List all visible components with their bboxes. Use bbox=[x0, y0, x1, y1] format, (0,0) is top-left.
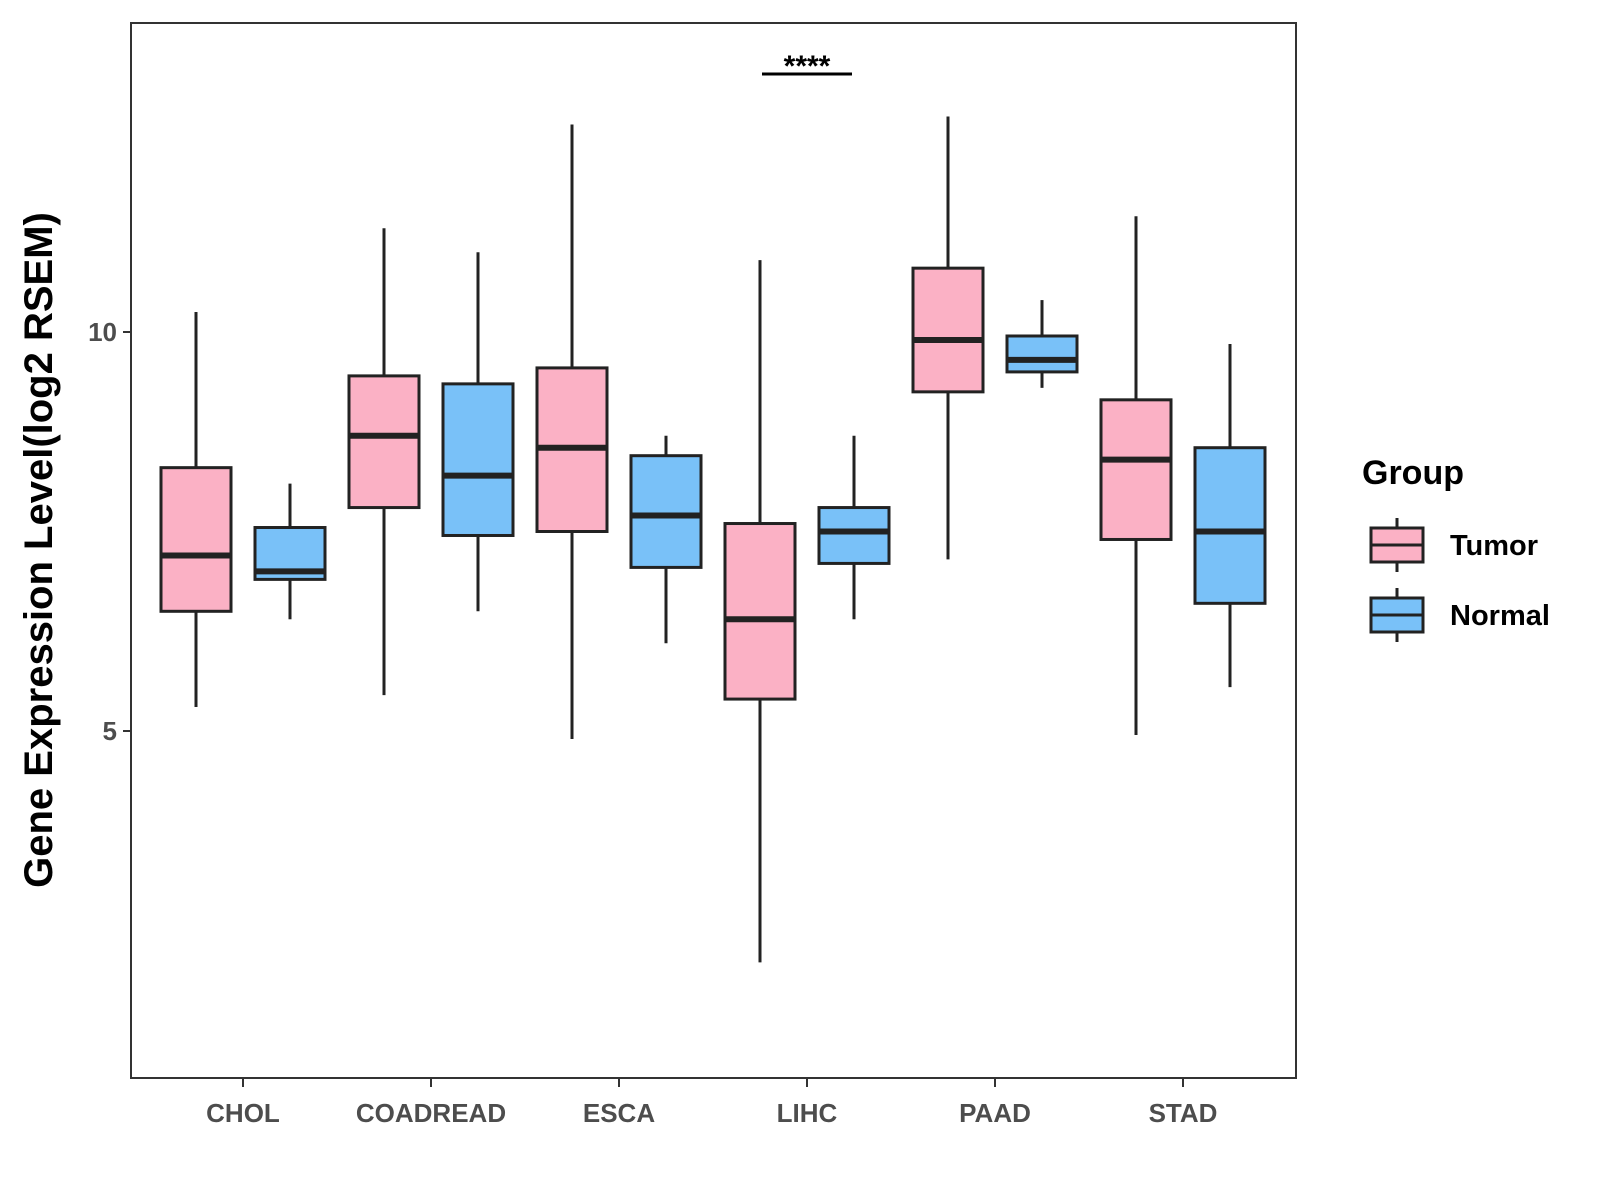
x-axis: CHOL COADREAD ESCA LIHC PAAD STAD bbox=[206, 1078, 1217, 1128]
x-tick-label: LIHC bbox=[777, 1098, 838, 1128]
box-iqr bbox=[441, 382, 515, 537]
box-iqr bbox=[1005, 334, 1079, 374]
box-tumor-stad bbox=[1099, 216, 1173, 735]
box-tumor-esca bbox=[535, 124, 609, 739]
legend-title: Group bbox=[1362, 454, 1464, 492]
legend-label-tumor: Tumor bbox=[1450, 530, 1538, 562]
x-tick-label: ESCA bbox=[583, 1098, 655, 1128]
box-iqr bbox=[159, 466, 233, 613]
box-iqr bbox=[1099, 398, 1173, 541]
legend-key-tumor bbox=[1369, 518, 1425, 572]
x-tick-label: CHOL bbox=[206, 1098, 280, 1128]
box-tumor-coadread bbox=[347, 228, 421, 696]
y-tick-label: 10 bbox=[88, 317, 117, 347]
y-axis-title: Gene Expression Level(log2 RSEM) bbox=[17, 212, 61, 888]
box-iqr bbox=[723, 522, 797, 701]
box-iqr bbox=[347, 374, 421, 510]
x-tick-label: STAD bbox=[1149, 1098, 1218, 1128]
y-tick-label: 5 bbox=[103, 716, 117, 746]
legend-label-normal: Normal bbox=[1450, 600, 1550, 632]
box-iqr bbox=[817, 506, 891, 565]
box-tumor-lihc bbox=[723, 260, 797, 963]
box-normal-coadread bbox=[441, 252, 515, 612]
box-iqr bbox=[911, 266, 985, 394]
significance-annotations: **** bbox=[762, 50, 852, 83]
box-normal-esca bbox=[629, 435, 703, 644]
y-axis: 5 10 bbox=[88, 317, 131, 746]
box-normal-chol bbox=[253, 483, 327, 620]
box-normal-stad bbox=[1193, 343, 1267, 688]
x-tick-label: PAAD bbox=[959, 1098, 1031, 1128]
box-tumor-paad bbox=[911, 116, 985, 560]
box-normal-lihc bbox=[817, 435, 891, 620]
box-normal-paad bbox=[1005, 300, 1079, 388]
box-layer bbox=[159, 116, 1267, 963]
box-iqr bbox=[1193, 446, 1267, 605]
box-iqr bbox=[629, 454, 703, 569]
significance-label: **** bbox=[784, 50, 831, 83]
x-tick-label: COADREAD bbox=[356, 1098, 506, 1128]
legend-key-normal bbox=[1369, 588, 1425, 642]
legend: Group Tumor Normal bbox=[1362, 454, 1550, 642]
box-tumor-chol bbox=[159, 312, 233, 708]
